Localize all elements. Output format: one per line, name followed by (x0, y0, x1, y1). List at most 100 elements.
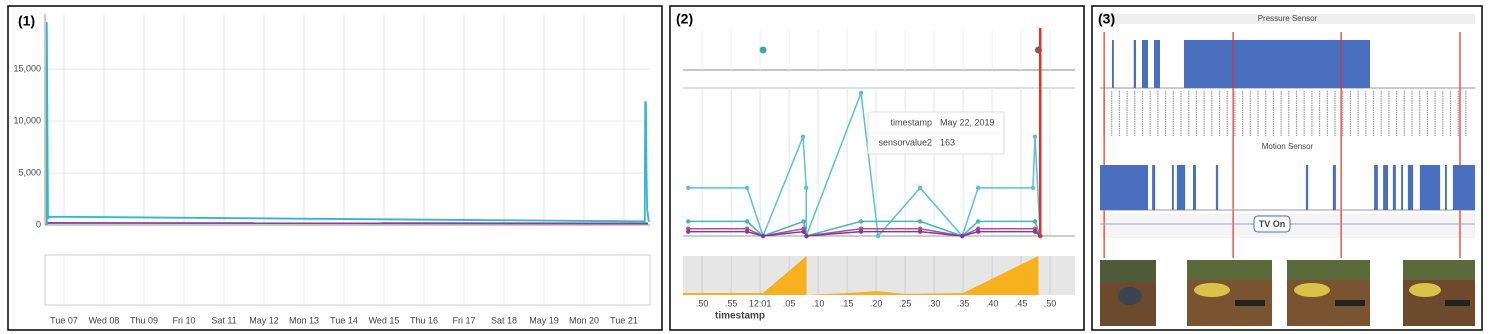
header-band (1100, 14, 1475, 24)
tooltip-key: sensorvalue2 (878, 137, 932, 147)
photo-part (1335, 300, 1365, 306)
y-tick-label: 15,000 (13, 63, 41, 73)
point (975, 185, 981, 191)
point (975, 229, 981, 234)
point (744, 185, 750, 191)
x-tick-label: Thu 09 (130, 315, 158, 325)
point (801, 229, 806, 234)
photo-part (1118, 287, 1142, 305)
x-tick-label: Tue 07 (50, 315, 78, 325)
x-tick-label: .15 (841, 298, 854, 308)
point (917, 229, 923, 234)
photo-part (1287, 260, 1370, 280)
interval (1419, 165, 1441, 210)
point (875, 233, 881, 239)
interval (1445, 165, 1447, 210)
x-tick-label: .30 (928, 298, 941, 308)
x-tick-label: Wed 15 (369, 315, 400, 325)
point (1030, 185, 1036, 191)
x-tick-label: May 19 (529, 315, 559, 325)
x-tick-label: .20 (870, 298, 883, 308)
interval (1374, 165, 1378, 210)
x-tick-label: Mon 20 (569, 315, 599, 325)
interval (1184, 40, 1370, 88)
x-tick-label: Sat 18 (491, 315, 517, 325)
interval (1332, 165, 1336, 210)
panel-label: (3) (1098, 11, 1115, 27)
interval (1142, 40, 1148, 88)
interval (1152, 165, 1156, 210)
x-tick-label: Wed 08 (89, 315, 120, 325)
photo-part (1294, 283, 1330, 297)
photo-part (1445, 300, 1470, 306)
interval (1172, 165, 1174, 210)
x-tick-label: .40 (986, 298, 999, 308)
area (683, 256, 1075, 295)
x-tick-label: .45 (1015, 298, 1028, 308)
x-tick-label: Thu 16 (410, 315, 438, 325)
point (960, 233, 965, 239)
event-box (1253, 215, 1291, 233)
photo-part (1403, 260, 1475, 280)
series-line (46, 222, 649, 225)
x-tick-label: Tue 14 (330, 315, 358, 325)
tooltip-key: timestamp (890, 117, 932, 127)
point (800, 134, 806, 139)
photos (1100, 260, 1475, 326)
x-tick-label: .55 (725, 298, 738, 308)
interval (1383, 165, 1388, 210)
x-tick-label: .35 (957, 298, 970, 308)
y-tick-label: 5,000 (18, 167, 41, 177)
series-line (45, 22, 650, 225)
event-label: TV On (1259, 219, 1286, 229)
interval (1401, 165, 1403, 210)
panel-label: (1) (18, 13, 35, 29)
x-tick-label: Fri 17 (452, 315, 475, 325)
interval (1392, 165, 1396, 210)
point (1032, 134, 1038, 139)
x-tick-label: 12:01 (749, 298, 772, 308)
point (686, 185, 691, 191)
photo-part (1187, 260, 1272, 280)
point (975, 219, 981, 224)
series-line (688, 92, 1041, 239)
tooltip-value: 163 (940, 137, 955, 147)
x-tick-label: Mon 13 (289, 315, 319, 325)
chart-title: Motion Sensor (1262, 142, 1314, 151)
interval (1193, 165, 1196, 210)
tooltip-value: May 22, 2019 (940, 117, 995, 127)
point (917, 219, 923, 224)
x-tick-label: .25 (899, 298, 912, 308)
point (744, 229, 750, 234)
x-tick-label: Sat 11 (211, 315, 236, 325)
x-tick-label: .10 (812, 298, 825, 308)
interval (1407, 165, 1414, 210)
x-tick-label: May 12 (249, 315, 279, 325)
interval (1133, 40, 1136, 88)
interval (1112, 40, 1114, 88)
point (917, 185, 923, 191)
x-tick-label: .50 (696, 298, 709, 308)
point (759, 46, 767, 54)
point (801, 219, 806, 224)
point (686, 229, 691, 234)
photo-part (1235, 300, 1265, 306)
point (744, 219, 750, 224)
point (858, 219, 864, 224)
photo-part (1100, 260, 1156, 282)
interval (1100, 165, 1148, 210)
overview-box (44, 254, 651, 306)
interval (1154, 40, 1160, 88)
interval (1176, 165, 1186, 210)
point (1032, 219, 1038, 224)
interval (1305, 165, 1309, 210)
y-tick-label: 10,000 (13, 115, 41, 125)
point (1032, 229, 1038, 234)
point (804, 233, 809, 239)
x-tick-label: .05 (783, 298, 796, 308)
photo-part (1194, 283, 1230, 297)
x-tick-label: Fri 10 (172, 315, 195, 325)
point (760, 233, 766, 239)
point (804, 185, 809, 191)
